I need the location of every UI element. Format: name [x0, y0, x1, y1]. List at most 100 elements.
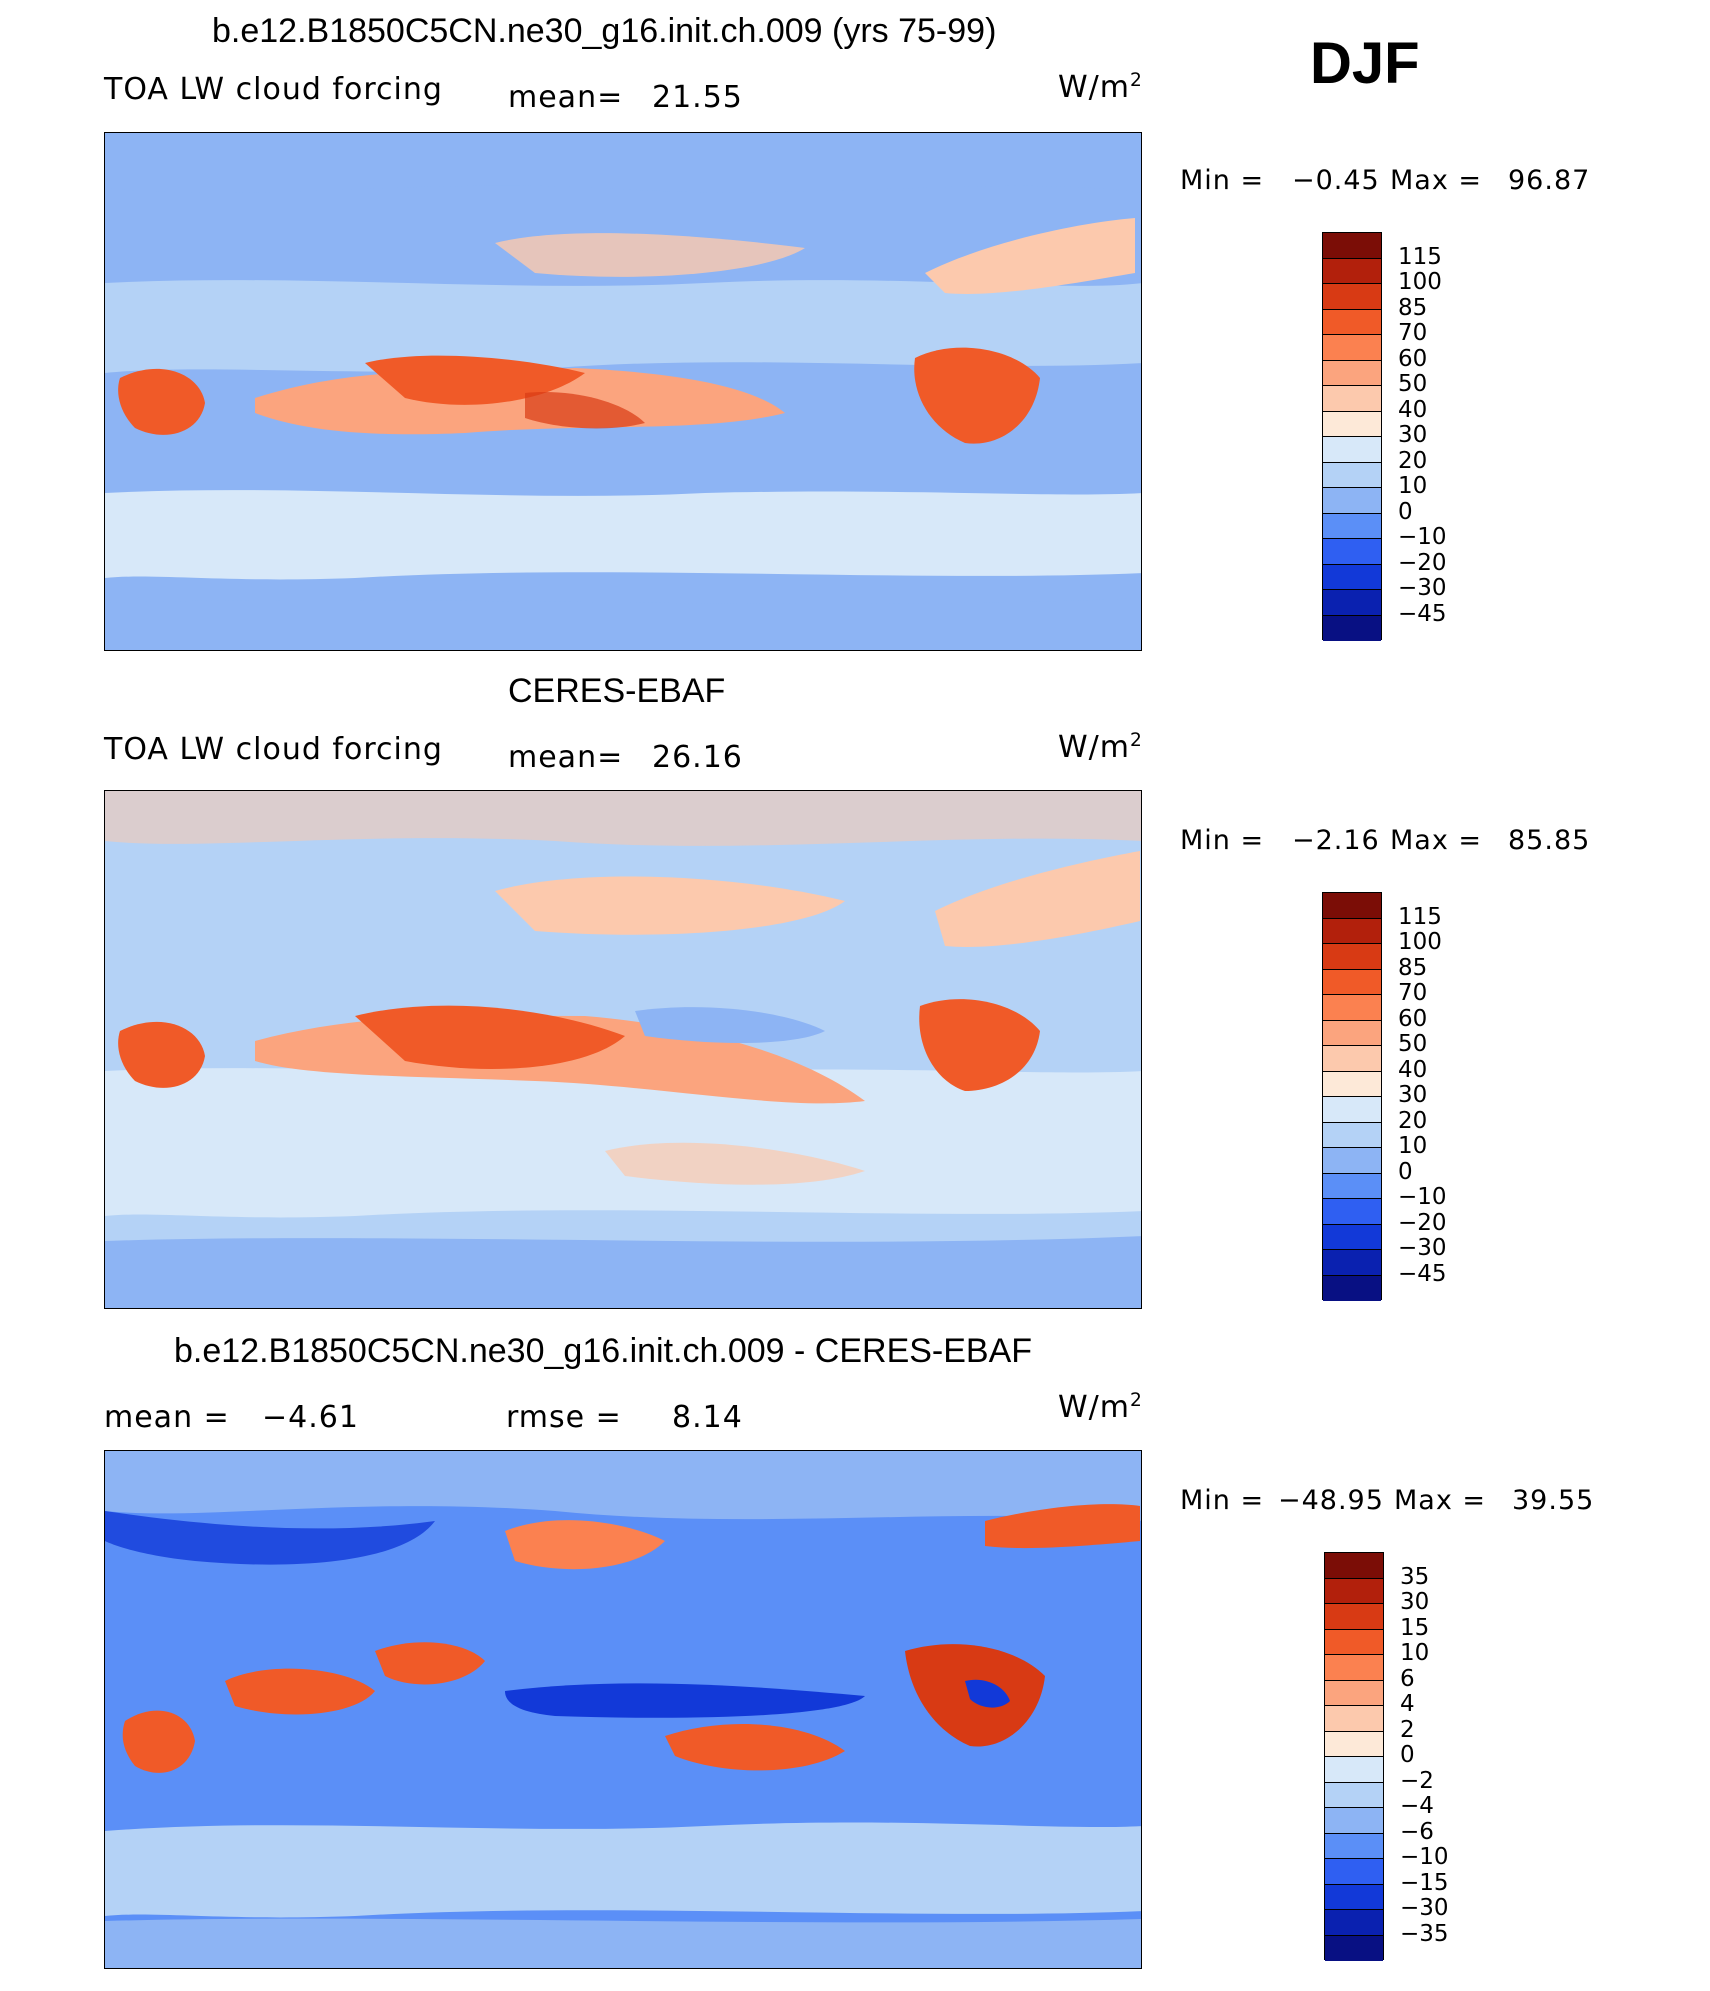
panel2-map: [104, 790, 1142, 1309]
colorbar-swatch: [1323, 1275, 1381, 1301]
colorbar-swatch: [1323, 918, 1381, 944]
colorbar-tick-label: 30: [1398, 1082, 1428, 1108]
colorbar-swatch: [1323, 995, 1381, 1021]
colorbar-swatch: [1325, 1553, 1383, 1579]
panel3-colorbar: [1324, 1552, 1384, 1961]
colorbar-tick-label: 0: [1400, 1742, 1415, 1768]
panel3-mean-value: −4.61: [262, 1400, 359, 1435]
colorbar-swatch: [1323, 590, 1381, 616]
colorbar-swatch: [1323, 1097, 1381, 1123]
colorbar-tick-label: 20: [1398, 1107, 1428, 1134]
panel3-min-value: −48.95: [1278, 1485, 1384, 1516]
colorbar-swatch: [1325, 1808, 1383, 1834]
panel1-min-label: Min =: [1180, 165, 1265, 196]
colorbar-swatch: [1323, 969, 1381, 995]
panel3-map-field: [105, 1451, 1141, 1968]
colorbar-tick-label: −10: [1400, 1844, 1449, 1870]
colorbar-swatch: [1323, 564, 1381, 590]
colorbar-tick-label: 0: [1398, 498, 1413, 525]
panel3-units: W/m2: [1058, 1390, 1143, 1425]
colorbar-swatch: [1325, 1782, 1383, 1808]
colorbar-tick-label: 35: [1400, 1563, 1430, 1590]
panel1-title: b.e12.B1850C5CN.ne30_g16.init.ch.009 (yr…: [212, 12, 997, 50]
colorbar-tick-label: 6: [1400, 1665, 1415, 1692]
panel1-colorbar: [1322, 232, 1382, 641]
colorbar-tick-label: −10: [1398, 524, 1447, 550]
colorbar-tick-label: −45: [1398, 1260, 1447, 1287]
colorbar-tick-label: −4: [1400, 1793, 1434, 1819]
colorbar-swatch: [1323, 309, 1381, 335]
colorbar-swatch: [1323, 233, 1381, 259]
colorbar-tick-label: 30: [1398, 422, 1428, 448]
panel1-map: [104, 132, 1142, 651]
panel3-rmse-label: rmse =: [506, 1400, 622, 1435]
panel1-mean-value: 21.55: [652, 80, 743, 115]
colorbar-tick-label: −20: [1398, 549, 1447, 576]
panel2-units: W/m2: [1058, 730, 1143, 765]
panel1-max-label: Max =: [1390, 165, 1483, 196]
season-label: DJF: [1310, 31, 1420, 96]
colorbar-swatch: [1325, 1731, 1383, 1757]
colorbar-swatch: [1323, 1173, 1381, 1199]
panel3-mean-label: mean =: [104, 1400, 230, 1435]
panel3-rmse-value: 8.14: [672, 1400, 743, 1435]
colorbar-tick-label: 50: [1398, 1031, 1428, 1057]
colorbar-tick-label: 30: [1400, 1589, 1430, 1615]
colorbar-tick-label: 85: [1398, 954, 1428, 981]
colorbar-swatch: [1325, 1578, 1383, 1604]
colorbar-tick-label: 20: [1398, 447, 1428, 474]
colorbar-swatch: [1323, 1199, 1381, 1225]
colorbar-tick-label: −20: [1398, 1209, 1447, 1236]
colorbar-tick-label: −30: [1398, 1235, 1447, 1261]
colorbar-tick-label: 10: [1398, 473, 1428, 499]
colorbar-swatch: [1325, 1604, 1383, 1630]
colorbar-swatch: [1325, 1655, 1383, 1681]
colorbar-tick-label: 70: [1398, 320, 1428, 346]
panel2-min-label: Min =: [1180, 825, 1265, 856]
colorbar-swatch: [1323, 437, 1381, 463]
colorbar-swatch: [1325, 1910, 1383, 1936]
colorbar-swatch: [1323, 1046, 1381, 1072]
panel3-max-label: Max =: [1394, 1485, 1487, 1516]
panel1-mean-label: mean=: [508, 80, 624, 115]
panel2-min-value: −2.16: [1292, 825, 1380, 856]
colorbar-swatch: [1325, 1833, 1383, 1859]
colorbar-tick-label: 115: [1398, 903, 1442, 930]
colorbar-swatch: [1325, 1757, 1383, 1783]
colorbar-tick-label: 70: [1398, 980, 1428, 1006]
colorbar-tick-label: −45: [1398, 600, 1447, 627]
colorbar-swatch: [1323, 258, 1381, 284]
colorbar-tick-label: 0: [1398, 1158, 1413, 1185]
colorbar-tick-label: −15: [1400, 1869, 1449, 1896]
colorbar-swatch: [1323, 335, 1381, 361]
panel1-units: W/m2: [1058, 70, 1143, 105]
colorbar-swatch: [1323, 615, 1381, 641]
colorbar-swatch: [1323, 462, 1381, 488]
colorbar-swatch: [1325, 1859, 1383, 1885]
panel2-mean-value: 26.16: [652, 740, 743, 775]
colorbar-swatch: [1323, 1122, 1381, 1148]
colorbar-tick-label: −35: [1400, 1920, 1449, 1947]
panel1-min-value: −0.45: [1292, 165, 1380, 196]
colorbar-swatch: [1323, 1071, 1381, 1097]
colorbar-swatch: [1323, 1224, 1381, 1250]
panel1-max-value: 96.87: [1508, 165, 1591, 196]
colorbar-swatch: [1323, 411, 1381, 437]
colorbar-tick-label: 40: [1398, 1056, 1428, 1083]
colorbar-tick-label: 40: [1398, 396, 1428, 423]
colorbar-swatch: [1323, 1020, 1381, 1046]
panel1-map-field: [105, 133, 1141, 650]
colorbar-swatch: [1323, 539, 1381, 565]
colorbar-swatch: [1323, 1148, 1381, 1174]
colorbar-swatch: [1323, 1250, 1381, 1276]
colorbar-tick-label: 60: [1398, 1005, 1428, 1032]
panel3-max-value: 39.55: [1512, 1485, 1595, 1516]
colorbar-swatch: [1323, 488, 1381, 514]
colorbar-swatch: [1325, 1706, 1383, 1732]
panel2-mean-label: mean=: [508, 740, 624, 775]
colorbar-swatch: [1325, 1935, 1383, 1961]
panel2-colorbar: [1322, 892, 1382, 1301]
panel1-variable: TOA LW cloud forcing: [104, 72, 443, 107]
colorbar-tick-label: 50: [1398, 371, 1428, 397]
panel3-map: [104, 1450, 1142, 1969]
